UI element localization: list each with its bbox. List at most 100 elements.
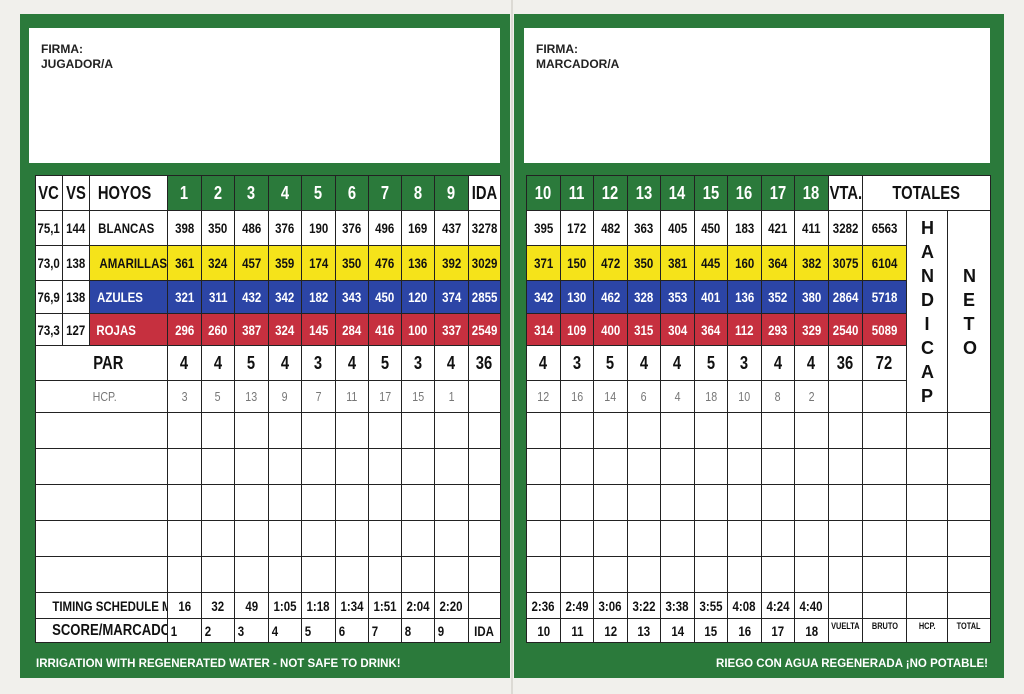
cell: [627, 556, 661, 593]
cell: [660, 520, 695, 557]
hole-distance: 183: [734, 220, 755, 236]
hole-distance: 400: [600, 321, 621, 338]
tee-name: AZULES: [97, 289, 143, 305]
cell: [401, 520, 435, 557]
hole-number: 16: [736, 182, 753, 203]
hole-distance: 361: [174, 255, 195, 271]
hcp-value: 5: [215, 389, 221, 404]
cell: [862, 484, 907, 521]
hole-distance: 352: [768, 289, 788, 305]
par-value: 4: [627, 345, 661, 381]
score-hole: 10: [537, 622, 550, 639]
score-hole: 15: [694, 618, 728, 643]
cell: [862, 412, 907, 449]
timing-value: 3:38: [660, 592, 695, 619]
out-total: 3278: [468, 210, 501, 246]
hcp-value: 1: [448, 389, 455, 404]
cell: [368, 448, 402, 485]
cell: [468, 412, 501, 449]
hole-distance: 342: [275, 289, 295, 305]
out-total: 2855: [471, 289, 498, 305]
cell: [761, 556, 795, 593]
par-total: 72: [876, 352, 893, 373]
hole-distance: 387: [241, 321, 262, 338]
hole-distance: 293: [768, 321, 788, 338]
cell: [828, 556, 863, 593]
cell: [268, 556, 302, 593]
cell: [335, 412, 369, 449]
timing-value: 3:22: [632, 597, 656, 614]
par-value: 5: [247, 352, 256, 373]
score-hole: 5: [304, 622, 312, 639]
par-value: 5: [368, 345, 402, 381]
cell: [335, 556, 369, 593]
par-total: 72: [862, 345, 907, 381]
hole-distance: 136: [727, 280, 762, 314]
cell: [694, 448, 728, 485]
hole-distance: 328: [634, 289, 654, 305]
cell: [167, 448, 202, 485]
score-label: SCORE/MARCADOR: [52, 621, 168, 639]
par-value: 4: [201, 345, 235, 381]
hcp-value: 3: [181, 389, 188, 404]
score-hole: 10: [526, 618, 561, 643]
hcp-value: 18: [705, 389, 717, 404]
cell: [593, 484, 628, 521]
hole-distance: 183: [727, 210, 762, 246]
grand-total: 6563: [871, 220, 898, 236]
hcp-value: 13: [245, 389, 258, 404]
course-rating: 73,0: [35, 245, 63, 281]
par-value: 3: [301, 345, 336, 381]
hole-distance: 486: [241, 220, 262, 236]
hole-distance: 172: [560, 210, 594, 246]
cell: [35, 412, 168, 449]
par-value: 5: [593, 345, 628, 381]
slope: 144: [62, 210, 90, 246]
hcp-value: 14: [593, 380, 628, 413]
par-value: 4: [794, 345, 829, 381]
par-in: 36: [837, 352, 854, 373]
tee-name: BLANCAS: [98, 220, 155, 236]
hole-distance: 472: [600, 255, 621, 271]
course-rating: 73,3: [37, 321, 61, 338]
hole-distance: 337: [434, 313, 469, 346]
hcp-value: 6: [641, 389, 647, 404]
cell: [268, 448, 302, 485]
hole-distance: 350: [335, 245, 369, 281]
score-column-label: BRUTO: [862, 618, 907, 643]
timing-value: 49: [234, 592, 269, 619]
par-value: 5: [234, 345, 269, 381]
score-column-label: TOTAL: [947, 618, 991, 643]
cell: [593, 556, 628, 593]
hole-distance: 374: [434, 280, 469, 314]
cell: [947, 484, 991, 521]
hcp-value: 12: [537, 389, 550, 404]
par-value: 4: [447, 352, 456, 373]
hole-distance: 361: [167, 245, 202, 281]
cell: [401, 412, 435, 449]
cell: [794, 520, 829, 557]
cell: [468, 484, 501, 521]
hole-number: 12: [602, 182, 619, 203]
cell: [526, 520, 561, 557]
cell: [434, 484, 469, 521]
cell: [947, 412, 991, 449]
hole-distance: 120: [408, 289, 428, 305]
cell: [862, 448, 907, 485]
hole-number: 5: [314, 182, 323, 203]
score-hole: 11: [570, 622, 584, 639]
cell: [828, 412, 863, 449]
hole-distance: 304: [667, 321, 688, 338]
timing-value: 2:20: [434, 592, 469, 619]
par-out: 36: [468, 345, 501, 381]
hole-distance: 343: [335, 280, 369, 314]
score-hole: 9: [437, 622, 445, 639]
hole-number: 3: [247, 182, 256, 203]
cell: [35, 448, 168, 485]
cell: [660, 484, 695, 521]
par-value: 5: [706, 352, 716, 373]
par-value: 4: [268, 345, 302, 381]
timing-value: 3:06: [599, 597, 622, 614]
hole-distance: 401: [701, 289, 721, 305]
hole-number: 9: [434, 175, 469, 211]
